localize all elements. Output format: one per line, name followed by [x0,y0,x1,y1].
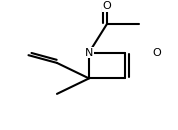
Text: O: O [102,1,111,11]
Text: O: O [152,48,161,58]
Text: N: N [85,48,93,58]
